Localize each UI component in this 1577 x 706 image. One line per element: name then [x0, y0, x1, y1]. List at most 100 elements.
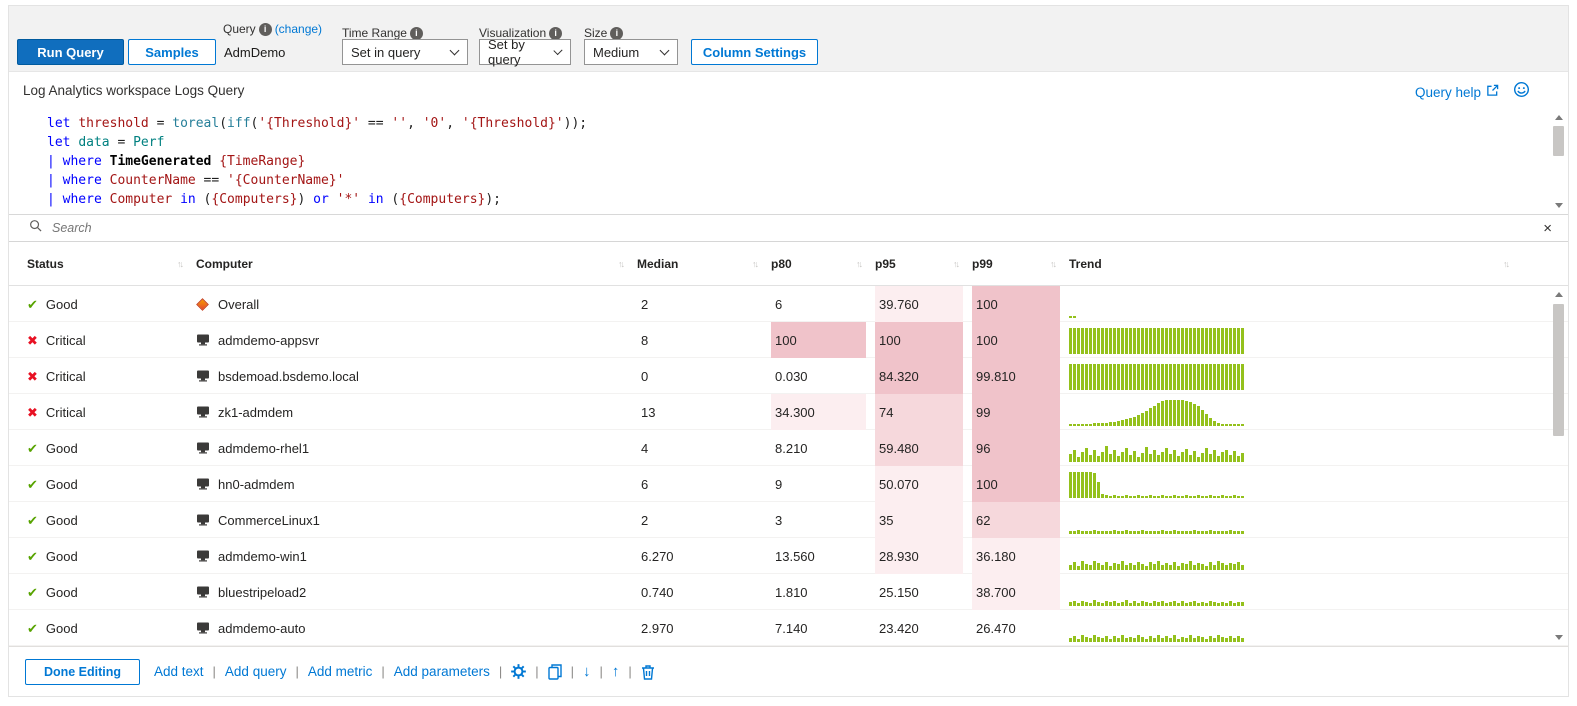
- add-text-link[interactable]: Add text: [154, 664, 204, 679]
- status-critical-icon: ✖: [27, 332, 38, 348]
- column-header-computer[interactable]: Computer ↑↓: [196, 257, 637, 271]
- p95-value: 74: [875, 394, 963, 430]
- chevron-down-icon: [449, 45, 460, 55]
- query-panel-title: Log Analytics workspace Logs Query: [23, 83, 245, 98]
- code-line[interactable]: | where CounterName == '{CounterName}': [47, 173, 345, 188]
- divider: |: [498, 664, 503, 679]
- scroll-up-arrow[interactable]: [1551, 111, 1566, 124]
- status-label: Critical: [45, 368, 86, 384]
- median-value: 13: [641, 404, 656, 420]
- time-range-dropdown[interactable]: Set in query: [342, 39, 468, 65]
- kql-code-editor[interactable]: let threshold = toreal(iff('{Threshold}'…: [9, 109, 1568, 215]
- query-toolbar: Run Query Samples Query i (change) AdmDe…: [9, 6, 1568, 72]
- add-parameters-link[interactable]: Add parameters: [393, 664, 490, 679]
- column-header-p80[interactable]: p80 ↑↓: [771, 257, 875, 271]
- p80-value: 3: [775, 512, 783, 528]
- sort-icon[interactable]: ↑↓: [1503, 258, 1510, 269]
- table-row[interactable]: ✔ Good Overall 2 6 39.760 100: [9, 286, 1568, 322]
- column-header-median[interactable]: Median ↑↓: [637, 257, 771, 271]
- p80-value: 8.210: [775, 440, 808, 456]
- feedback-smiley-icon[interactable]: [1513, 81, 1530, 103]
- visualization-dropdown[interactable]: Set by query: [479, 37, 571, 67]
- scrollbar-thumb[interactable]: [1553, 126, 1564, 156]
- delete-icon[interactable]: [641, 664, 655, 680]
- sort-icon[interactable]: ↑↓: [856, 258, 863, 269]
- status-good-icon: ✔: [27, 548, 38, 564]
- copy-icon[interactable]: [547, 663, 562, 680]
- p95-value: 100: [875, 322, 963, 358]
- table-row[interactable]: ✔ Good admdemo-auto 2.970 7.140 23.420 26.470: [9, 610, 1568, 646]
- table-scrollbar[interactable]: [1551, 288, 1566, 644]
- table-row[interactable]: ✔ Good hn0-admdem 6 9 50.070 100: [9, 466, 1568, 502]
- scrollbar-thumb[interactable]: [1553, 304, 1564, 436]
- sort-icon[interactable]: ↑↓: [953, 258, 960, 269]
- footer-toolbar: Done Editing Add text | Add query | Add …: [9, 646, 1568, 696]
- table-row[interactable]: ✖ Critical admdemo-appsvr 8 100 100 100: [9, 322, 1568, 358]
- status-label: Good: [45, 620, 78, 636]
- computer-icon: [196, 586, 210, 598]
- table-row[interactable]: ✔ Good admdemo-rhel1 4 8.210 59.480 96: [9, 430, 1568, 466]
- p95-value: 84.320: [875, 358, 963, 394]
- scroll-down-arrow[interactable]: [1551, 199, 1566, 212]
- add-query-link[interactable]: Add query: [224, 664, 287, 679]
- column-header-p95[interactable]: p95 ↑↓: [875, 257, 972, 271]
- move-up-icon[interactable]: ↑: [611, 663, 620, 680]
- code-editor-scrollbar[interactable]: [1551, 111, 1566, 212]
- column-header-trend[interactable]: Trend ↑↓: [1069, 257, 1568, 271]
- divider: |: [628, 664, 632, 679]
- column-header-status[interactable]: Status ↑↓: [27, 257, 196, 271]
- clear-search-icon[interactable]: ×: [1543, 219, 1552, 237]
- size-dropdown[interactable]: Medium: [584, 39, 678, 65]
- code-line[interactable]: let data = Perf: [47, 135, 165, 150]
- trend-sparkline: [1069, 399, 1244, 426]
- table-row[interactable]: ✔ Good bluestripeload2 0.740 1.810 25.150 38.7…: [9, 574, 1568, 610]
- info-icon[interactable]: i: [409, 26, 423, 40]
- p99-value: 99.810: [972, 358, 1060, 394]
- info-icon[interactable]: i: [610, 26, 624, 40]
- p80-value: 13.560: [775, 548, 815, 564]
- divider: |: [295, 664, 299, 679]
- visualization-value: Set by query: [488, 37, 525, 67]
- info-icon[interactable]: i: [258, 22, 272, 36]
- computer-name: admdemo-auto: [218, 620, 306, 636]
- table-row[interactable]: ✔ Good admdemo-win1 6.270 13.560 28.930 36.180: [9, 538, 1568, 574]
- sort-icon[interactable]: ↑↓: [618, 258, 625, 269]
- sort-icon[interactable]: ↑↓: [752, 258, 759, 269]
- column-header-p99[interactable]: p99 ↑↓: [972, 257, 1069, 271]
- table-row[interactable]: ✖ Critical bsdemoad.bsdemo.local 0 0.030 84.3…: [9, 358, 1568, 394]
- add-metric-link[interactable]: Add metric: [307, 664, 373, 679]
- search-input[interactable]: [52, 221, 1534, 235]
- run-query-button[interactable]: Run Query: [17, 39, 124, 65]
- p99-value: 26.470: [976, 620, 1016, 636]
- computer-icon: [196, 550, 210, 562]
- done-editing-button[interactable]: Done Editing: [25, 658, 140, 685]
- column-settings-button[interactable]: Column Settings: [691, 39, 818, 65]
- p99-value: 96: [972, 430, 1060, 466]
- status-label: Critical: [45, 332, 86, 348]
- move-down-icon[interactable]: ↓: [583, 663, 591, 680]
- change-query-link[interactable]: (change): [274, 22, 323, 36]
- settings-gear-icon[interactable]: [511, 664, 527, 679]
- table-row[interactable]: ✔ Good CommerceLinux1 2 3 35 62: [9, 502, 1568, 538]
- external-link-icon: [1486, 84, 1499, 100]
- column-label: Median: [637, 256, 679, 271]
- code-line[interactable]: | where TimeGenerated {TimeRange}: [47, 154, 306, 169]
- sort-icon[interactable]: ↑↓: [177, 258, 184, 269]
- trend-sparkline: [1069, 471, 1244, 498]
- computer-icon: [196, 514, 210, 526]
- code-line[interactable]: | where Computer in ({Computers}) or '*'…: [47, 192, 501, 207]
- scroll-down-arrow[interactable]: [1551, 631, 1566, 644]
- column-label: Status: [27, 256, 64, 271]
- computer-icon: [196, 370, 210, 382]
- table-row[interactable]: ✖ Critical zk1-admdem 13 34.300 74 99: [9, 394, 1568, 430]
- p80-value: 7.140: [775, 620, 808, 636]
- trend-sparkline: [1069, 363, 1244, 390]
- sort-icon[interactable]: ↑↓: [1050, 258, 1057, 269]
- status-label: Good: [45, 584, 78, 600]
- query-help-link[interactable]: Query help: [1415, 84, 1499, 100]
- info-icon[interactable]: i: [549, 26, 563, 40]
- scroll-up-arrow[interactable]: [1551, 288, 1566, 301]
- code-line[interactable]: let threshold = toreal(iff('{Threshold}'…: [47, 116, 588, 131]
- samples-button[interactable]: Samples: [128, 39, 216, 65]
